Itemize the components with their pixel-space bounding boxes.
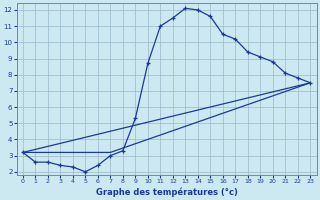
X-axis label: Graphe des températures (°c): Graphe des températures (°c) <box>96 187 237 197</box>
